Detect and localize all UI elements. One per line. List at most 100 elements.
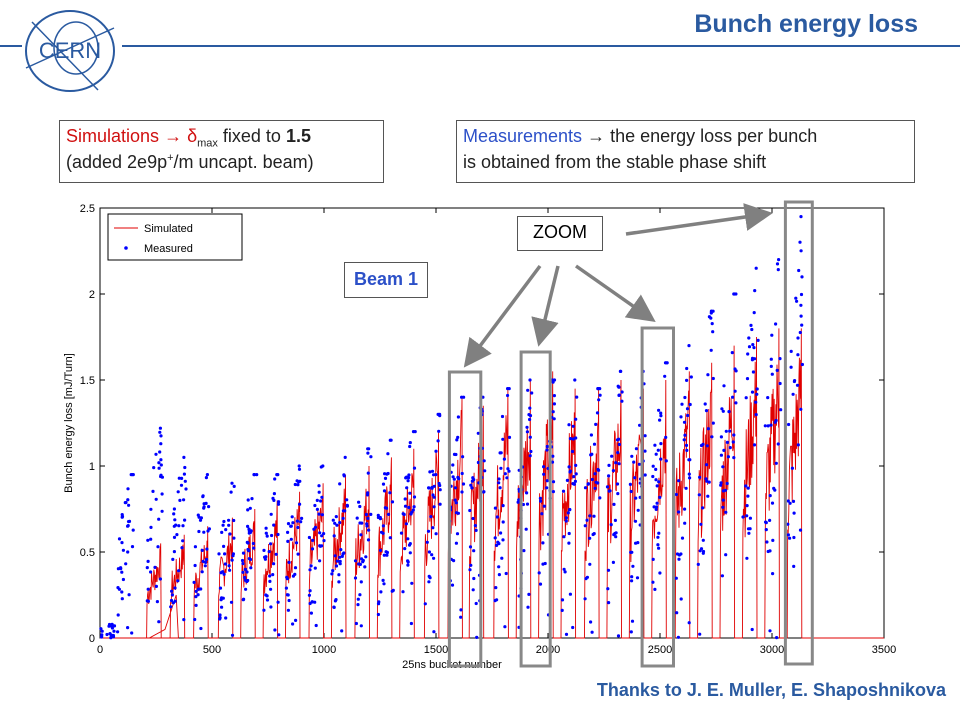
measured-point: [221, 596, 225, 600]
delta-subscript: max: [197, 137, 218, 150]
measured-point: [126, 524, 130, 528]
measured-point: [116, 630, 120, 634]
measured-point: [687, 344, 691, 348]
measured-point: [276, 502, 281, 506]
measured-point: [245, 570, 249, 574]
zoom-arrow: [463, 264, 542, 368]
measured-point: [687, 621, 691, 625]
measured-point: [699, 522, 703, 526]
measured-point: [710, 435, 714, 439]
measured-point: [333, 599, 337, 603]
measured-point: [296, 552, 300, 556]
measured-point: [752, 443, 757, 447]
measured-point: [99, 635, 104, 639]
measured-point: [542, 465, 546, 469]
measured-point: [659, 414, 663, 418]
measured-point: [412, 505, 416, 509]
measured-point: [298, 502, 302, 506]
measured-point: [130, 631, 134, 635]
measured-point: [493, 599, 497, 603]
measured-point: [775, 636, 779, 640]
measured-point: [588, 536, 592, 540]
measured-point: [296, 483, 300, 487]
measured-point: [159, 442, 163, 446]
measured-point: [501, 520, 505, 524]
measured-point: [753, 289, 757, 293]
measured-point: [460, 471, 464, 476]
measured-point: [657, 531, 661, 535]
measured-point: [334, 515, 338, 519]
measured-point: [432, 484, 436, 488]
measured-point: [379, 590, 383, 594]
measured-point: [151, 489, 155, 493]
measured-point: [119, 567, 123, 571]
measured-point: [685, 378, 689, 382]
measured-point: [252, 546, 256, 550]
measured-point: [607, 474, 611, 478]
measured-point: [180, 476, 184, 480]
measured-point: [786, 522, 790, 526]
measured-point: [124, 562, 128, 566]
measured-point: [770, 501, 775, 505]
measured-point: [171, 557, 175, 562]
measured-point: [296, 525, 300, 530]
measured-point: [476, 460, 480, 465]
measured-point: [183, 518, 187, 522]
measured-point: [709, 348, 713, 352]
measured-point: [656, 543, 660, 547]
measured-point: [120, 515, 124, 519]
measured-point: [107, 622, 112, 627]
measured-point: [499, 466, 503, 470]
measured-point: [227, 518, 231, 522]
measured-point: [110, 626, 114, 630]
measured-point: [149, 570, 153, 574]
measured-point: [229, 600, 234, 604]
measured-point: [202, 530, 206, 534]
measured-point: [389, 438, 393, 442]
measured-point: [194, 595, 198, 599]
measured-point: [497, 542, 501, 546]
measured-point: [498, 486, 502, 490]
delta-symbol: δ: [187, 126, 198, 146]
measured-point: [145, 566, 149, 570]
legend-simulated-label: Simulated: [144, 223, 193, 235]
measured-point: [524, 527, 528, 531]
measured-point: [616, 492, 620, 496]
measured-point: [493, 506, 497, 510]
measured-point: [146, 559, 150, 564]
measured-point: [563, 570, 567, 574]
measured-point: [205, 473, 209, 477]
measured-point: [313, 525, 318, 529]
measured-point: [494, 586, 498, 590]
measured-point: [246, 524, 250, 529]
measured-point: [289, 537, 293, 541]
measured-point: [568, 508, 572, 512]
measured-point: [799, 407, 803, 411]
measured-point: [204, 476, 208, 480]
measured-point: [269, 542, 273, 546]
measured-point: [284, 586, 288, 590]
zoom-arrow: [531, 265, 560, 347]
measured-point: [384, 506, 389, 510]
measured-point: [589, 453, 593, 457]
measured-point: [497, 481, 501, 485]
measured-point: [126, 550, 130, 554]
legend-measured-label: Measured: [144, 243, 193, 255]
measured-point: [746, 352, 750, 356]
measured-point: [321, 464, 325, 468]
measured-point: [297, 480, 301, 484]
measured-point: [366, 451, 370, 455]
measured-point: [461, 482, 466, 486]
measured-point: [252, 473, 256, 477]
measured-point: [777, 258, 781, 262]
measured-point: [308, 601, 312, 606]
measured-point: [158, 577, 162, 581]
measured-point: [183, 479, 187, 483]
measured-point: [356, 603, 360, 607]
measured-point: [454, 501, 458, 505]
beam-label: Beam 1: [344, 262, 428, 298]
measured-point: [584, 577, 588, 581]
measured-point: [381, 578, 385, 583]
measured-point: [655, 505, 659, 509]
measured-point: [155, 600, 159, 604]
